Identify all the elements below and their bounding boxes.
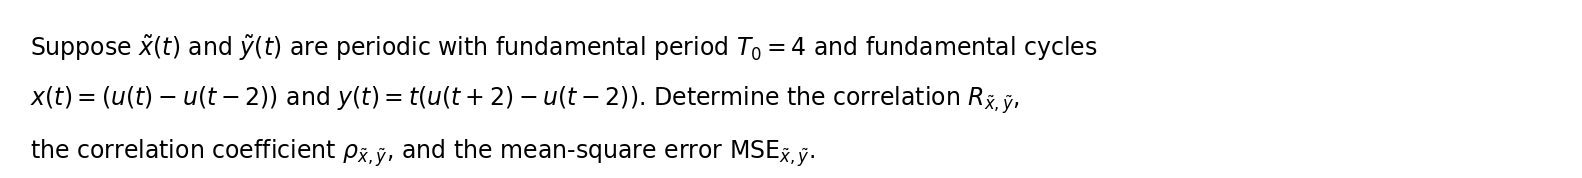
Text: $x(t) = (u(t) - u(t-2))$ and $y(t) = t(u(t+2) - u(t-2))$. Determine the correlat: $x(t) = (u(t) - u(t-2))$ and $y(t) = t(u… bbox=[30, 85, 1020, 116]
Text: the correlation coefficient $\rho_{\tilde{x},\tilde{y}}$, and the mean-square er: the correlation coefficient $\rho_{\tild… bbox=[30, 137, 815, 169]
Text: Suppose $\tilde{x}(t)$ and $\tilde{y}(t)$ are periodic with fundamental period $: Suppose $\tilde{x}(t)$ and $\tilde{y}(t)… bbox=[30, 33, 1098, 62]
